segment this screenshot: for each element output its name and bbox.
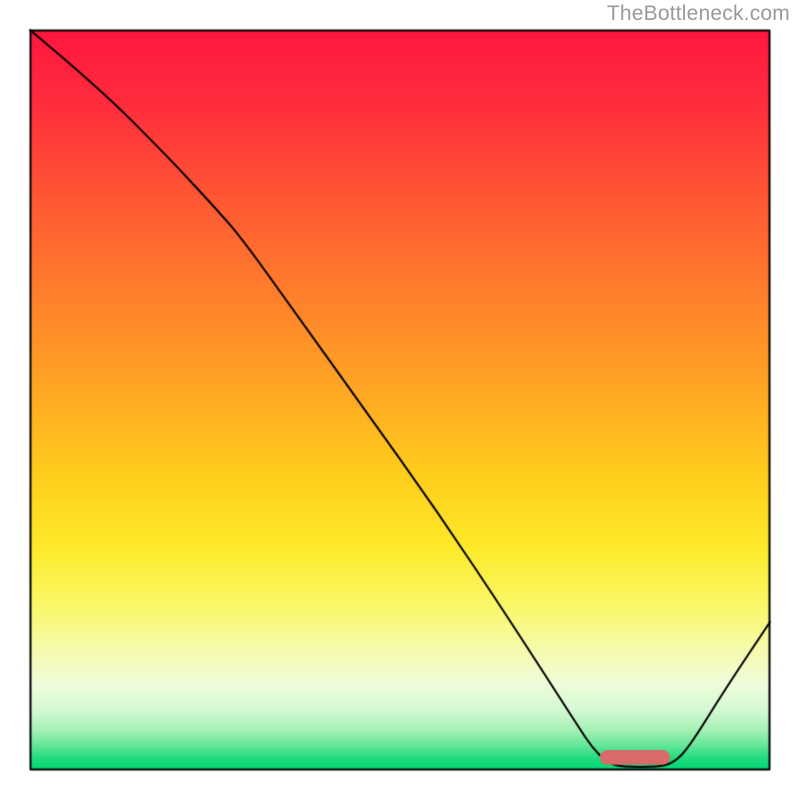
watermark-text: TheBottleneck.com — [607, 2, 790, 26]
bottleneck-curve-chart — [0, 0, 800, 800]
chart-container: TheBottleneck.com — [0, 0, 800, 800]
